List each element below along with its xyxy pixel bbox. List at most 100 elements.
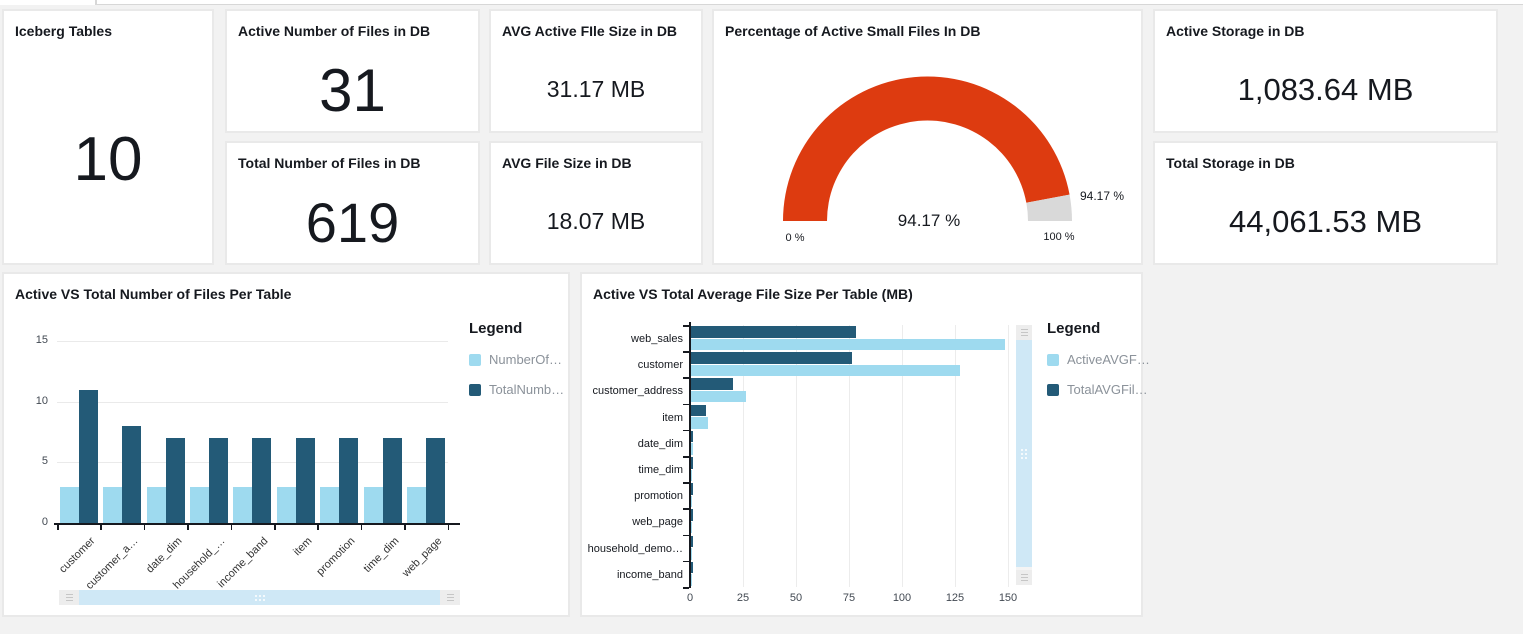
bar-ActiveAVGF…[interactable] [691, 548, 693, 560]
y-axis-scrollbar[interactable] [1016, 325, 1032, 585]
legend-swatch-icon [1047, 383, 1059, 396]
bar-TotalNumb…[interactable] [295, 438, 315, 523]
bar-TotalAVGFil…[interactable] [691, 535, 694, 548]
y-axis-tick [683, 351, 689, 353]
category-label: household_demo… [587, 542, 683, 555]
kpi-value: 10 [73, 125, 143, 194]
legend-label: TotalAVGFil… [1067, 382, 1148, 397]
scrollbar-handle-icon [1020, 332, 1028, 333]
bar-ActiveAVGF…[interactable] [691, 443, 694, 455]
kpi-value: 18.07 MB [546, 208, 646, 234]
bar-TotalAVGFil…[interactable] [691, 404, 706, 417]
bar-ActiveAVGF…[interactable] [691, 521, 693, 534]
bar-TotalAVGFil…[interactable] [691, 430, 694, 443]
bar-TotalNumb…[interactable] [252, 438, 272, 523]
x-axis-tick [274, 524, 276, 530]
kpi-card-total-files: Total Number of Files in DB 619 [225, 141, 480, 265]
scrollbar-left-button[interactable] [59, 590, 79, 605]
bar-TotalAVGFil…[interactable] [691, 326, 857, 338]
gridline [1008, 325, 1009, 587]
category-label: income_band [616, 568, 683, 581]
gridline [57, 341, 448, 342]
x-axis-tick [57, 524, 59, 530]
bar-NumberOf…[interactable] [59, 486, 79, 523]
bar-ActiveAVGF…[interactable] [691, 417, 708, 429]
scrollbar-handle-icon [1020, 577, 1028, 578]
x-axis-tick-label: 100 [892, 592, 912, 604]
bar-NumberOf…[interactable] [189, 486, 209, 523]
gridline [849, 325, 850, 587]
bar-TotalNumb…[interactable] [78, 389, 98, 523]
gauge-panel-small-files: Percentage of Active Small Files In DB 9… [712, 9, 1143, 265]
sheet-tab-strip[interactable] [0, 0, 1523, 5]
kpi-card-iceberg-tables: Iceberg Tables 10 [2, 9, 214, 265]
scrollbar-thumb[interactable] [79, 590, 440, 605]
bar-TotalAVGFil…[interactable] [691, 378, 734, 390]
bar-ActiveAVGF…[interactable] [691, 364, 961, 377]
y-axis-tick-label: 10 [35, 394, 48, 407]
bar-TotalNumb…[interactable] [382, 438, 402, 523]
legend-entry[interactable]: TotalNumb… [469, 382, 571, 397]
legend-swatch-icon [469, 383, 481, 396]
bar-ActiveAVGF…[interactable] [691, 574, 693, 586]
kpi-title: AVG Active FIle Size in DB [502, 23, 678, 39]
bar-NumberOf…[interactable] [146, 486, 166, 523]
bar-ActiveAVGF…[interactable] [691, 469, 693, 481]
bar-TotalAVGFil…[interactable] [691, 457, 694, 469]
category-label: customer [637, 359, 683, 372]
bar-NumberOf…[interactable] [363, 486, 383, 523]
x-axis-tick-label: 0 [686, 592, 694, 604]
bar-TotalAVGFil…[interactable] [691, 561, 694, 574]
y-axis-tick-label: 0 [41, 516, 48, 528]
bar-TotalAVGFil…[interactable] [691, 352, 853, 364]
y-axis-tick [683, 508, 689, 510]
x-axis-tick-label: 125 [945, 592, 965, 604]
chart-title: Percentage of Active Small Files In DB [725, 23, 981, 39]
legend-entry[interactable]: ActiveAVGF… [1047, 352, 1149, 367]
y-axis-tick-label: 15 [35, 334, 48, 346]
bar-ActiveAVGF…[interactable] [691, 495, 693, 508]
tab-separator [95, 0, 97, 5]
y-axis-tick [683, 403, 689, 406]
x-axis-scrollbar[interactable] [59, 590, 460, 605]
x-axis-tick [100, 524, 102, 530]
bar-TotalNumb…[interactable] [425, 438, 445, 523]
kpi-title: Total Storage in DB [1166, 155, 1295, 171]
bar-ActiveAVGF…[interactable] [691, 338, 1005, 350]
bar-TotalNumb…[interactable] [339, 438, 359, 523]
x-axis-tick [187, 524, 189, 530]
bar-TotalAVGFil…[interactable] [691, 483, 694, 495]
bar-ActiveAVGF…[interactable] [691, 390, 747, 403]
bar-NumberOf…[interactable] [233, 486, 253, 523]
category-label: time_dim [638, 464, 683, 476]
legend-entry[interactable]: TotalAVGFil… [1047, 382, 1149, 397]
kpi-card-active-files: Active Number of Files in DB 31 [225, 9, 480, 133]
bar-TotalNumb…[interactable] [165, 438, 185, 523]
x-axis-line [54, 522, 460, 525]
y-axis-line [689, 322, 691, 588]
bar-NumberOf…[interactable] [276, 486, 296, 523]
legend-entry[interactable]: NumberOf… [469, 352, 571, 367]
scrollbar-thumb[interactable] [1016, 340, 1032, 567]
gauge-min-label: 0 % [785, 232, 805, 244]
scrollbar-bottom-button[interactable] [1016, 570, 1032, 585]
scrollbar-right-button[interactable] [440, 590, 460, 605]
bar-TotalNumb…[interactable] [208, 438, 228, 523]
kpi-title: Active Storage in DB [1166, 23, 1305, 39]
bar-NumberOf…[interactable] [103, 486, 123, 523]
bar-TotalNumb…[interactable] [122, 425, 142, 523]
y-axis-tick [683, 587, 689, 589]
kpi-title: AVG File Size in DB [502, 155, 632, 171]
legend: Legend ActiveAVGF… TotalAVGFil… [1047, 320, 1149, 397]
x-axis-tick-label: 150 [998, 592, 1018, 604]
kpi-value: 44,061.53 MB [1228, 204, 1423, 239]
category-label: customer_address [592, 385, 684, 398]
bar-NumberOf…[interactable] [406, 486, 426, 523]
legend-label: ActiveAVGF… [1067, 352, 1149, 367]
scrollbar-top-button[interactable] [1016, 325, 1032, 340]
bar-TotalAVGFil…[interactable] [691, 509, 694, 521]
gauge-needle-callout: 94.17 % [1080, 189, 1125, 203]
bar-NumberOf…[interactable] [320, 486, 340, 523]
chart-panel-files-per-table: Active VS Total Number of Files Per Tabl… [2, 272, 570, 617]
